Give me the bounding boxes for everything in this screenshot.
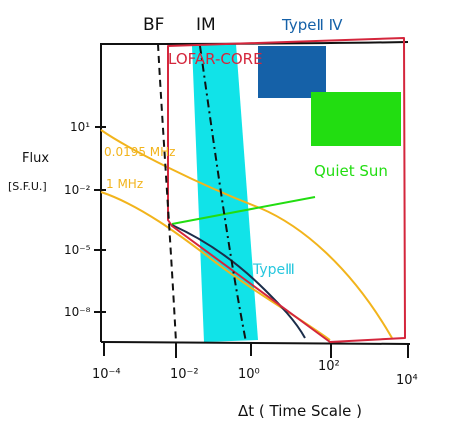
x-tick-label: 10⁻⁴ bbox=[92, 367, 121, 382]
freq-0195mhz-label: 0.0195 MHz bbox=[104, 145, 175, 159]
x-tick-label: 10⁻² bbox=[170, 367, 199, 382]
x-axis-line bbox=[100, 341, 411, 345]
quiet-sun-region bbox=[311, 92, 401, 146]
x-tick-label: 10⁰ bbox=[238, 367, 260, 382]
type-ii-iv-label: TypeⅡ Ⅳ bbox=[281, 16, 343, 34]
y-tick-label: 10⁻⁸ bbox=[64, 305, 91, 319]
x-tick-label: 10² bbox=[318, 359, 340, 374]
y-axis-title: Flux bbox=[22, 151, 49, 166]
x-axis-title: Δt ( Time Scale ) bbox=[238, 402, 362, 420]
y-tick-label: 10⁻⁵ bbox=[64, 243, 91, 257]
bf-label: BF bbox=[143, 15, 164, 35]
y-tick-label: 10¹ bbox=[70, 120, 90, 134]
quiet-sun-line bbox=[171, 196, 316, 225]
x-tick-marks bbox=[103, 342, 409, 358]
im-label: IM bbox=[196, 15, 216, 35]
x-tick-label: 10⁴ bbox=[396, 373, 418, 388]
y-tick-marks bbox=[94, 126, 106, 313]
type-ii-iv-region bbox=[258, 46, 326, 98]
type-iii-label: TypeⅢ bbox=[252, 262, 295, 278]
lofar-core-outline bbox=[167, 37, 406, 343]
im-dashdot-line bbox=[199, 45, 247, 343]
lofar-core-label: LOFAR-CORE bbox=[168, 50, 263, 68]
freq-1mhz-label: 1 MHz bbox=[106, 177, 143, 191]
dark-flux-line bbox=[171, 224, 306, 339]
y-tick-label: 10⁻² bbox=[64, 183, 91, 197]
bf-dashed-line bbox=[157, 43, 177, 343]
y-axis-unit: [S.F.U.] bbox=[8, 180, 47, 193]
quiet-sun-label: Quiet Sun bbox=[314, 162, 388, 180]
